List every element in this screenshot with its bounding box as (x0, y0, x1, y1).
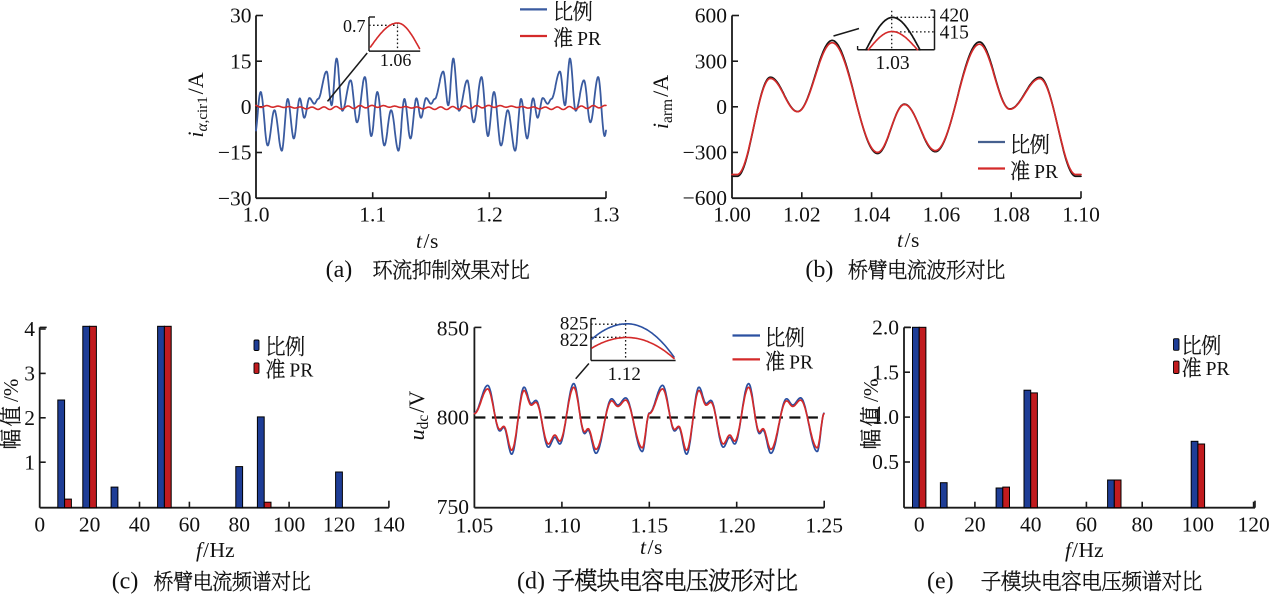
svg-text:120: 120 (323, 513, 355, 537)
svg-text:1.02: 1.02 (783, 203, 821, 227)
svg-text:825: 825 (560, 313, 589, 334)
svg-text:1.20: 1.20 (718, 514, 756, 538)
svg-text:4: 4 (24, 317, 35, 341)
svg-text:60: 60 (179, 513, 201, 537)
svg-text:1.10: 1.10 (1062, 203, 1100, 227)
svg-text:−30: −30 (218, 186, 252, 210)
svg-text:/%: /% (859, 379, 883, 402)
svg-text:0: 0 (914, 513, 925, 537)
svg-text:udc/V: udc/V (404, 391, 432, 441)
svg-text:822: 822 (560, 330, 589, 351)
svg-text:0: 0 (34, 513, 45, 537)
svg-text:300: 300 (695, 49, 727, 73)
svg-text:120: 120 (1237, 513, 1269, 537)
svg-text:1.15: 1.15 (630, 514, 668, 538)
svg-text:(b): (b) (805, 257, 833, 283)
svg-text:40: 40 (129, 513, 151, 537)
svg-text:0: 0 (241, 95, 252, 119)
svg-text:140: 140 (373, 513, 405, 537)
svg-text:PR: PR (1206, 359, 1231, 380)
svg-text:1: 1 (24, 450, 35, 474)
svg-text:(c): (c) (112, 569, 139, 595)
svg-text:2: 2 (24, 406, 35, 430)
svg-text:iα,cir1/A: iα,cir1/A (183, 72, 211, 137)
svg-text:1.3: 1.3 (593, 203, 620, 227)
svg-text:PR: PR (577, 29, 602, 50)
svg-text:1.08: 1.08 (992, 203, 1030, 227)
svg-text:(a): (a) (326, 257, 353, 283)
svg-text:PR: PR (789, 352, 814, 373)
svg-text:3: 3 (24, 362, 35, 386)
svg-text:100: 100 (273, 513, 305, 537)
svg-text:415: 415 (940, 23, 969, 44)
svg-text:1.00: 1.00 (713, 203, 751, 227)
svg-text:1.25: 1.25 (805, 514, 843, 538)
svg-text:1.0: 1.0 (243, 203, 270, 227)
svg-text:f/Hz: f/Hz (196, 538, 235, 562)
svg-text:2.0: 2.0 (872, 315, 899, 339)
svg-text:1.1: 1.1 (359, 203, 386, 227)
svg-text:80: 80 (1131, 513, 1153, 537)
svg-text:100: 100 (1182, 513, 1214, 537)
svg-text:−600: −600 (683, 186, 727, 210)
svg-text:(d): (d) (517, 569, 545, 595)
svg-text:1.2: 1.2 (476, 203, 503, 227)
svg-text:t/s: t/s (897, 228, 919, 252)
svg-text:1.05: 1.05 (456, 514, 494, 538)
svg-text:20: 20 (79, 513, 101, 537)
svg-text:1.06: 1.06 (923, 203, 961, 227)
svg-text:0.5: 0.5 (872, 450, 899, 474)
svg-text:1.5: 1.5 (872, 360, 899, 384)
svg-text:1.12: 1.12 (608, 364, 641, 385)
svg-text:750: 750 (437, 495, 469, 519)
svg-text:30: 30 (230, 4, 252, 28)
svg-text:420: 420 (940, 5, 969, 26)
svg-text:40: 40 (1020, 513, 1042, 537)
svg-text:0.7: 0.7 (343, 16, 366, 36)
svg-text:−15: −15 (218, 141, 252, 165)
svg-text:t/s: t/s (640, 535, 662, 559)
svg-text:600: 600 (695, 4, 727, 28)
svg-text:(e): (e) (927, 569, 954, 595)
svg-text:850: 850 (437, 316, 469, 340)
svg-text:/%: /% (0, 379, 23, 402)
svg-text:60: 60 (1076, 513, 1098, 537)
svg-text:20: 20 (964, 513, 986, 537)
svg-text:0: 0 (716, 95, 727, 119)
svg-text:800: 800 (437, 406, 469, 430)
svg-text:1.04: 1.04 (853, 203, 891, 227)
svg-text:1.10: 1.10 (543, 514, 581, 538)
svg-text:iarm/A: iarm/A (648, 75, 676, 129)
svg-text:1.06: 1.06 (380, 50, 412, 70)
svg-text:−300: −300 (683, 141, 727, 165)
svg-text:PR: PR (289, 360, 314, 381)
svg-text:1.03: 1.03 (876, 53, 910, 74)
svg-text:f/Hz: f/Hz (1065, 538, 1104, 562)
svg-text:PR: PR (1034, 162, 1059, 183)
svg-text:15: 15 (230, 49, 252, 73)
svg-text:t/s: t/s (416, 229, 438, 253)
svg-text:80: 80 (228, 513, 250, 537)
